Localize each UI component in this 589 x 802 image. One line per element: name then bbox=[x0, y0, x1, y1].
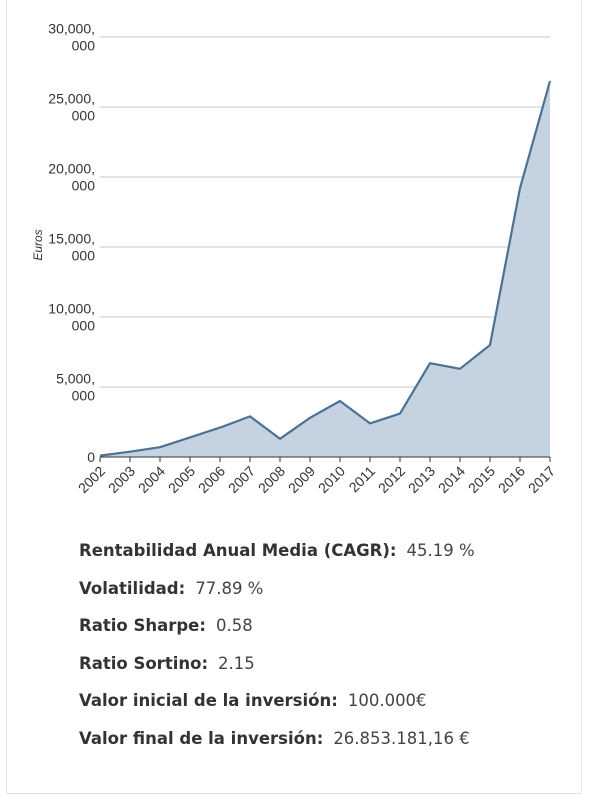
stats-panel: Rentabilidad Anual Media (CAGR): 45.19 % … bbox=[79, 537, 569, 763]
y-tick-label: 15,000, 000 bbox=[48, 231, 95, 264]
stat-row-final-value: Valor final de la inversión: 26.853.181,1… bbox=[79, 725, 569, 763]
grid-lines bbox=[100, 36, 550, 388]
stat-value: 100.000€ bbox=[347, 691, 427, 711]
y-tick-label: 10,000, 000 bbox=[48, 301, 95, 334]
x-tick-label: 2003 bbox=[105, 463, 138, 496]
x-tick-label: 2015 bbox=[465, 463, 498, 496]
stat-label: Volatilidad: bbox=[79, 578, 186, 598]
x-tick-label: 2011 bbox=[346, 463, 379, 496]
x-tick-label: 2012 bbox=[375, 463, 408, 496]
stat-row-volatility: Volatilidad: 77.89 % bbox=[79, 575, 569, 613]
y-tick-label: 30,000, 000 bbox=[48, 21, 95, 54]
stat-row-cagr: Rentabilidad Anual Media (CAGR): 45.19 % bbox=[79, 537, 569, 575]
x-tick-label: 2010 bbox=[315, 463, 348, 496]
stat-row-sharpe: Ratio Sharpe: 0.58 bbox=[79, 612, 569, 650]
stat-value: 26.853.181,16 € bbox=[333, 728, 470, 748]
y-tick-label: 20,000, 000 bbox=[48, 161, 95, 194]
stat-label: Valor inicial de la inversión: bbox=[79, 691, 338, 711]
x-tick-label: 2014 bbox=[435, 463, 468, 496]
x-tick-label: 2013 bbox=[405, 463, 438, 496]
stat-value: 0.58 bbox=[215, 616, 253, 636]
stat-value: 77.89 % bbox=[195, 578, 264, 598]
x-tick-label: 2016 bbox=[495, 463, 528, 496]
stat-label: Ratio Sharpe: bbox=[79, 616, 206, 636]
x-tick-label: 2007 bbox=[225, 463, 258, 496]
stat-row-sortino: Ratio Sortino: 2.15 bbox=[79, 650, 569, 688]
y-tick-label: 25,000, 000 bbox=[48, 91, 95, 124]
y-tick-label: 0 bbox=[87, 449, 95, 465]
x-tick-label: 2017 bbox=[525, 463, 558, 496]
stat-label: Ratio Sortino: bbox=[79, 653, 209, 673]
x-tick-label: 2006 bbox=[195, 463, 228, 496]
stat-value: 45.19 % bbox=[406, 541, 475, 560]
stat-row-initial-value: Valor inicial de la inversión: 100.000€ bbox=[79, 687, 569, 725]
y-axis-title: Euros bbox=[31, 229, 45, 260]
area-fill bbox=[100, 81, 550, 457]
series-area bbox=[99, 80, 552, 457]
x-tick-label: 2009 bbox=[285, 463, 318, 496]
x-tick-label: 2004 bbox=[135, 463, 168, 496]
investment-growth-chart: 0 5,000, 000 10,000, 000 15,000, 000 20,000, 000… bbox=[31, 21, 558, 497]
series-line bbox=[99, 80, 552, 457]
stat-label: Valor final de la inversión: bbox=[79, 728, 324, 748]
x-tick-label: 2008 bbox=[255, 463, 288, 496]
stat-label: Rentabilidad Anual Media (CAGR): bbox=[79, 541, 397, 560]
x-tick-label: 2002 bbox=[75, 463, 108, 496]
y-tick-label: 5,000, 000 bbox=[56, 371, 95, 404]
axes bbox=[99, 456, 551, 462]
x-tick-label: 2005 bbox=[165, 463, 198, 496]
stat-value: 2.15 bbox=[218, 653, 255, 673]
chart-card: 0 5,000, 000 10,000, 000 15,000, 000 20,000, 000… bbox=[6, 0, 582, 794]
